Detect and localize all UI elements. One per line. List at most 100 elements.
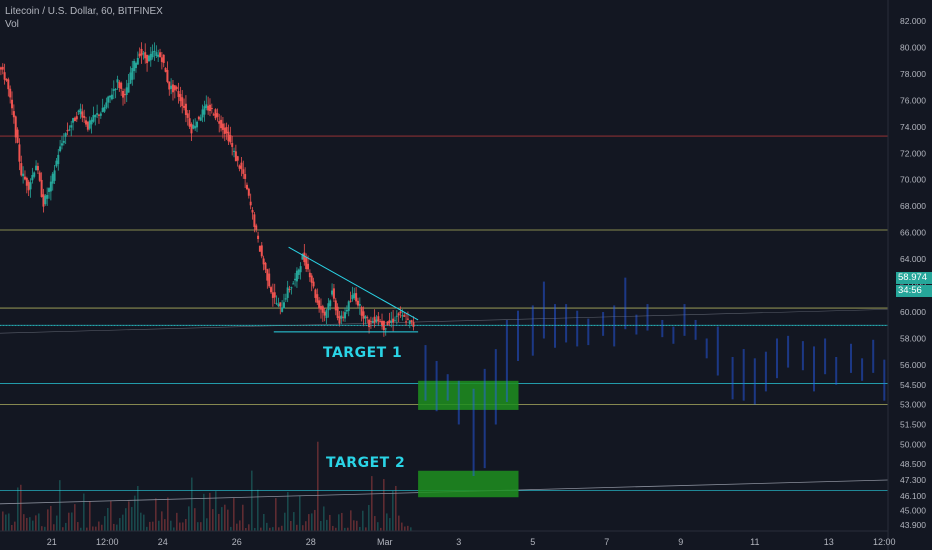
- last-price-tag: 58.974: [896, 272, 932, 284]
- candle-body: [412, 322, 415, 327]
- volume-bar: [266, 522, 268, 531]
- candle-body: [20, 163, 23, 176]
- candle-body: [125, 87, 128, 95]
- volume-bar: [119, 518, 121, 531]
- candle-body: [168, 81, 171, 90]
- volume-bar: [128, 501, 130, 531]
- volume-bar: [176, 512, 178, 531]
- volume-bar: [248, 524, 250, 531]
- candle-body: [183, 105, 186, 108]
- candle-body: [325, 310, 328, 318]
- volume-bar: [260, 527, 262, 531]
- candle-body: [214, 109, 217, 119]
- candle-body: [181, 97, 184, 107]
- candle-body: [116, 79, 119, 83]
- time-tick-label: 12:00: [873, 537, 896, 547]
- candle-body: [86, 121, 89, 130]
- volume-bar: [131, 507, 133, 531]
- candle-body: [318, 300, 321, 309]
- candle-body: [375, 319, 378, 322]
- candle-body: [199, 117, 202, 121]
- candle-body: [284, 298, 287, 300]
- candle-body: [205, 104, 208, 108]
- candle-body: [340, 315, 343, 319]
- candle-body: [360, 307, 363, 316]
- time-tick-label: Mar: [377, 537, 393, 547]
- volume-bar: [161, 511, 163, 531]
- volume-bar: [140, 512, 142, 531]
- candle-body: [220, 119, 223, 129]
- candle-body: [16, 129, 19, 143]
- candle-body: [292, 283, 295, 285]
- candle-body: [218, 121, 221, 124]
- time-tick-label: 13: [824, 537, 834, 547]
- candle-body: [255, 225, 258, 230]
- volume-bar: [104, 516, 106, 531]
- price-tick-label: 68.000: [900, 201, 926, 211]
- candle-body: [162, 54, 165, 63]
- candle-body: [312, 281, 315, 287]
- volume-bar: [134, 495, 136, 531]
- candle-body: [207, 105, 210, 111]
- time-tick-label: 21: [47, 537, 57, 547]
- candle-body: [393, 320, 396, 322]
- candle-body: [347, 301, 350, 311]
- candle-body: [188, 118, 191, 127]
- candle-body: [179, 94, 182, 102]
- candle-body: [190, 123, 193, 134]
- candle-body: [249, 201, 252, 206]
- price-tick-label: 74.000: [900, 122, 926, 132]
- candle-body: [48, 188, 51, 192]
- candle-body: [155, 52, 158, 56]
- candle-body: [3, 72, 6, 80]
- candle-body: [399, 311, 402, 314]
- candle-body: [381, 320, 384, 327]
- volume-bar: [170, 520, 172, 531]
- price-tick-label: 60.000: [900, 307, 926, 317]
- candle-body: [118, 82, 121, 88]
- volume-bar: [122, 514, 124, 531]
- candle-body: [57, 154, 60, 165]
- candle-body: [197, 116, 200, 120]
- volume-bar: [263, 513, 265, 531]
- volume-bar: [125, 508, 127, 531]
- price-tick-label: 46.100: [900, 491, 926, 501]
- volume-bar: [278, 527, 280, 531]
- volume-bar: [311, 513, 313, 531]
- volume-bar: [191, 477, 193, 531]
- candle-body: [369, 321, 372, 323]
- candle-body: [149, 53, 152, 61]
- volume-bar: [242, 504, 244, 531]
- candle-body: [297, 269, 300, 275]
- candle-body: [186, 113, 189, 118]
- volume-bar: [329, 514, 331, 531]
- volume-bar: [32, 520, 34, 531]
- volume-bar: [341, 512, 343, 531]
- candle-body: [151, 51, 154, 58]
- candle-body: [184, 103, 187, 116]
- volume-bar: [137, 486, 139, 531]
- volume-bar: [386, 513, 388, 531]
- volume-bar: [218, 513, 220, 531]
- candle-body: [305, 257, 308, 270]
- candle-body: [356, 300, 359, 306]
- target-1-label: TARGET 1: [323, 345, 403, 361]
- candle-body: [281, 307, 284, 312]
- candle-body: [51, 173, 54, 184]
- time-tick-label: 3: [456, 537, 461, 547]
- candle-body: [275, 302, 278, 304]
- volume-bar: [401, 522, 403, 531]
- volume-bar: [356, 520, 358, 531]
- price-tick-label: 80.000: [900, 42, 926, 52]
- candle-body: [388, 320, 391, 323]
- candle-body: [90, 119, 93, 125]
- volume-bar: [62, 527, 64, 531]
- candle-body: [227, 131, 230, 142]
- candle-body: [171, 84, 174, 93]
- volume-bar: [347, 527, 349, 531]
- candle-body: [122, 90, 125, 98]
- candle-body: [77, 110, 80, 113]
- volume-bar: [227, 509, 229, 531]
- volume-bar: [68, 512, 70, 531]
